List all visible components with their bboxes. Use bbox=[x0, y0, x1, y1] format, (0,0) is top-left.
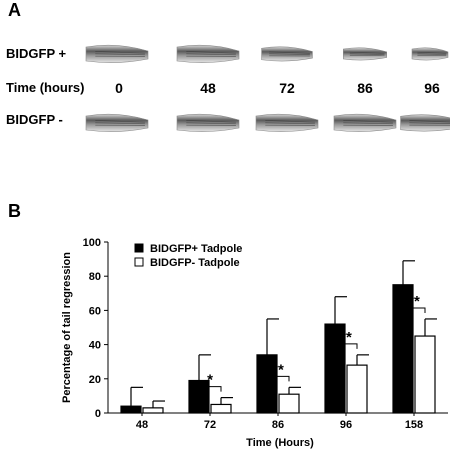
significance-bracket bbox=[198, 386, 222, 392]
x-axis-label: Time (Hours) bbox=[246, 437, 314, 449]
y-tick-label: 20 bbox=[89, 374, 101, 386]
bar-bidgfp-minus-158 bbox=[414, 335, 436, 414]
significance-marker: * bbox=[207, 372, 213, 389]
tadpole-minus-3-stripe bbox=[343, 120, 393, 123]
x-tick-label: 72 bbox=[204, 419, 216, 431]
tadpole-minus-4 bbox=[400, 114, 450, 132]
tadpole-plus-1-stripe bbox=[186, 53, 236, 56]
tadpole-images bbox=[85, 44, 450, 132]
significance-bracket bbox=[334, 343, 358, 349]
tadpole-plus-4 bbox=[411, 47, 449, 61]
y-axis-label: Percentage of tail regression bbox=[61, 252, 73, 403]
time-row-label: Time (hours) bbox=[6, 80, 85, 95]
significance-bracket bbox=[402, 307, 426, 313]
time-value-0: 0 bbox=[115, 80, 123, 96]
y-tick-label: 100 bbox=[83, 237, 101, 249]
tadpole-minus-2-stripe bbox=[265, 120, 315, 123]
y-tick-label: 0 bbox=[95, 408, 101, 420]
y-tick-label: 80 bbox=[89, 271, 101, 283]
y-tick-label: 60 bbox=[89, 305, 101, 317]
tadpole-plus-1-stripe bbox=[186, 51, 236, 54]
significance-bracket bbox=[266, 375, 290, 382]
tadpole-minus-1-stripe bbox=[186, 120, 236, 123]
panel-b-letter: B bbox=[8, 201, 21, 221]
bar-bidgfp-minus-96 bbox=[346, 364, 368, 414]
legend-swatch bbox=[134, 243, 144, 253]
bar-bidgfp-plus-48 bbox=[120, 405, 142, 414]
tadpole-plus-2-stripe bbox=[269, 51, 310, 54]
time-value-72: 72 bbox=[279, 80, 295, 96]
tadpole-plus-0 bbox=[85, 44, 149, 63]
tadpole-minus-2-stripe bbox=[265, 122, 315, 125]
bidgfp-plus-row-label: BIDGFP + bbox=[6, 46, 67, 61]
x-tick-label: 96 bbox=[340, 419, 352, 431]
legend-label: BIDGFP- Tadpole bbox=[150, 257, 240, 269]
tadpole-plus-3-stripe bbox=[349, 53, 385, 55]
time-value-48: 48 bbox=[200, 80, 216, 96]
tadpole-plus-0-stripe bbox=[95, 53, 145, 56]
bar-bidgfp-minus-86 bbox=[278, 393, 300, 414]
tadpole-plus-3 bbox=[343, 47, 387, 61]
tadpole-minus-2 bbox=[255, 113, 319, 132]
tadpole-minus-4-stripe bbox=[409, 120, 450, 123]
bar-bidgfp-plus-72 bbox=[188, 379, 210, 414]
bar-bidgfp-minus-48 bbox=[142, 407, 164, 414]
significance-marker: ** bbox=[340, 329, 352, 346]
tadpole-minus-1-stripe bbox=[186, 122, 236, 125]
tadpole-minus-4-stripe bbox=[409, 122, 450, 124]
bidgfp-minus-row-label: BIDGFP - bbox=[6, 112, 63, 127]
x-tick-label: 86 bbox=[272, 419, 284, 431]
tadpole-plus-2 bbox=[261, 46, 313, 62]
tadpole-minus-1 bbox=[176, 113, 240, 132]
bar-bidgfp-minus-72 bbox=[210, 403, 232, 414]
x-tick-label: 48 bbox=[136, 419, 148, 431]
y-tick-label: 40 bbox=[89, 340, 101, 352]
tadpole-minus-0-stripe bbox=[95, 120, 145, 123]
tadpole-plus-4-stripe bbox=[417, 53, 447, 55]
tadpole-plus-1 bbox=[176, 44, 240, 63]
legend-swatch bbox=[134, 257, 144, 267]
legend-label: BIDGFP+ Tadpole bbox=[150, 243, 242, 255]
panel-a-letter: A bbox=[8, 0, 21, 20]
tadpole-plus-4-stripe bbox=[417, 51, 447, 54]
tadpole-plus-0-stripe bbox=[95, 51, 145, 54]
x-tick-label: 158 bbox=[405, 419, 423, 431]
significance-marker: ** bbox=[272, 361, 284, 378]
time-value-96: 96 bbox=[424, 80, 440, 96]
tadpole-minus-3-stripe bbox=[343, 122, 393, 125]
tadpole-plus-2-stripe bbox=[269, 53, 310, 56]
time-value-86: 86 bbox=[357, 80, 373, 96]
tadpole-plus-3-stripe bbox=[349, 51, 385, 54]
tadpole-minus-3 bbox=[333, 113, 397, 132]
tadpole-minus-0-stripe bbox=[95, 122, 145, 125]
significance-marker: ** bbox=[408, 293, 420, 310]
tadpole-minus-0 bbox=[85, 113, 149, 132]
